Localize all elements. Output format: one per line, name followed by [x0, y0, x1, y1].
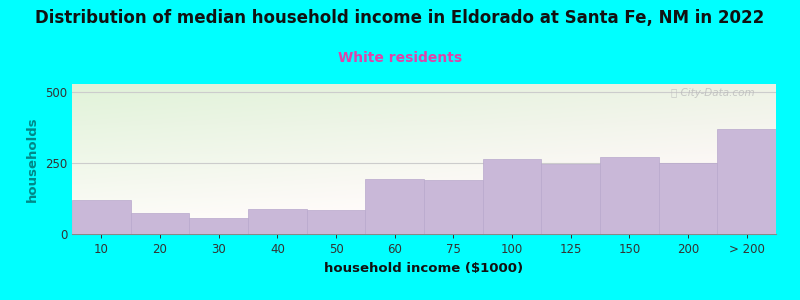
Bar	[600, 157, 658, 234]
Bar	[542, 164, 600, 234]
Y-axis label: households: households	[26, 116, 39, 202]
Text: Distribution of median household income in Eldorado at Santa Fe, NM in 2022: Distribution of median household income …	[35, 9, 765, 27]
Text: Ⓜ City-Data.com: Ⓜ City-Data.com	[671, 88, 755, 98]
Bar	[306, 210, 366, 234]
Bar	[658, 163, 718, 234]
Bar	[424, 180, 482, 234]
Bar	[366, 179, 424, 234]
Bar	[72, 200, 130, 234]
Bar	[248, 208, 306, 234]
Bar	[130, 213, 190, 234]
Text: White residents: White residents	[338, 51, 462, 65]
Bar	[718, 129, 776, 234]
Bar	[190, 218, 248, 234]
X-axis label: household income ($1000): household income ($1000)	[325, 262, 523, 275]
Bar	[482, 159, 542, 234]
